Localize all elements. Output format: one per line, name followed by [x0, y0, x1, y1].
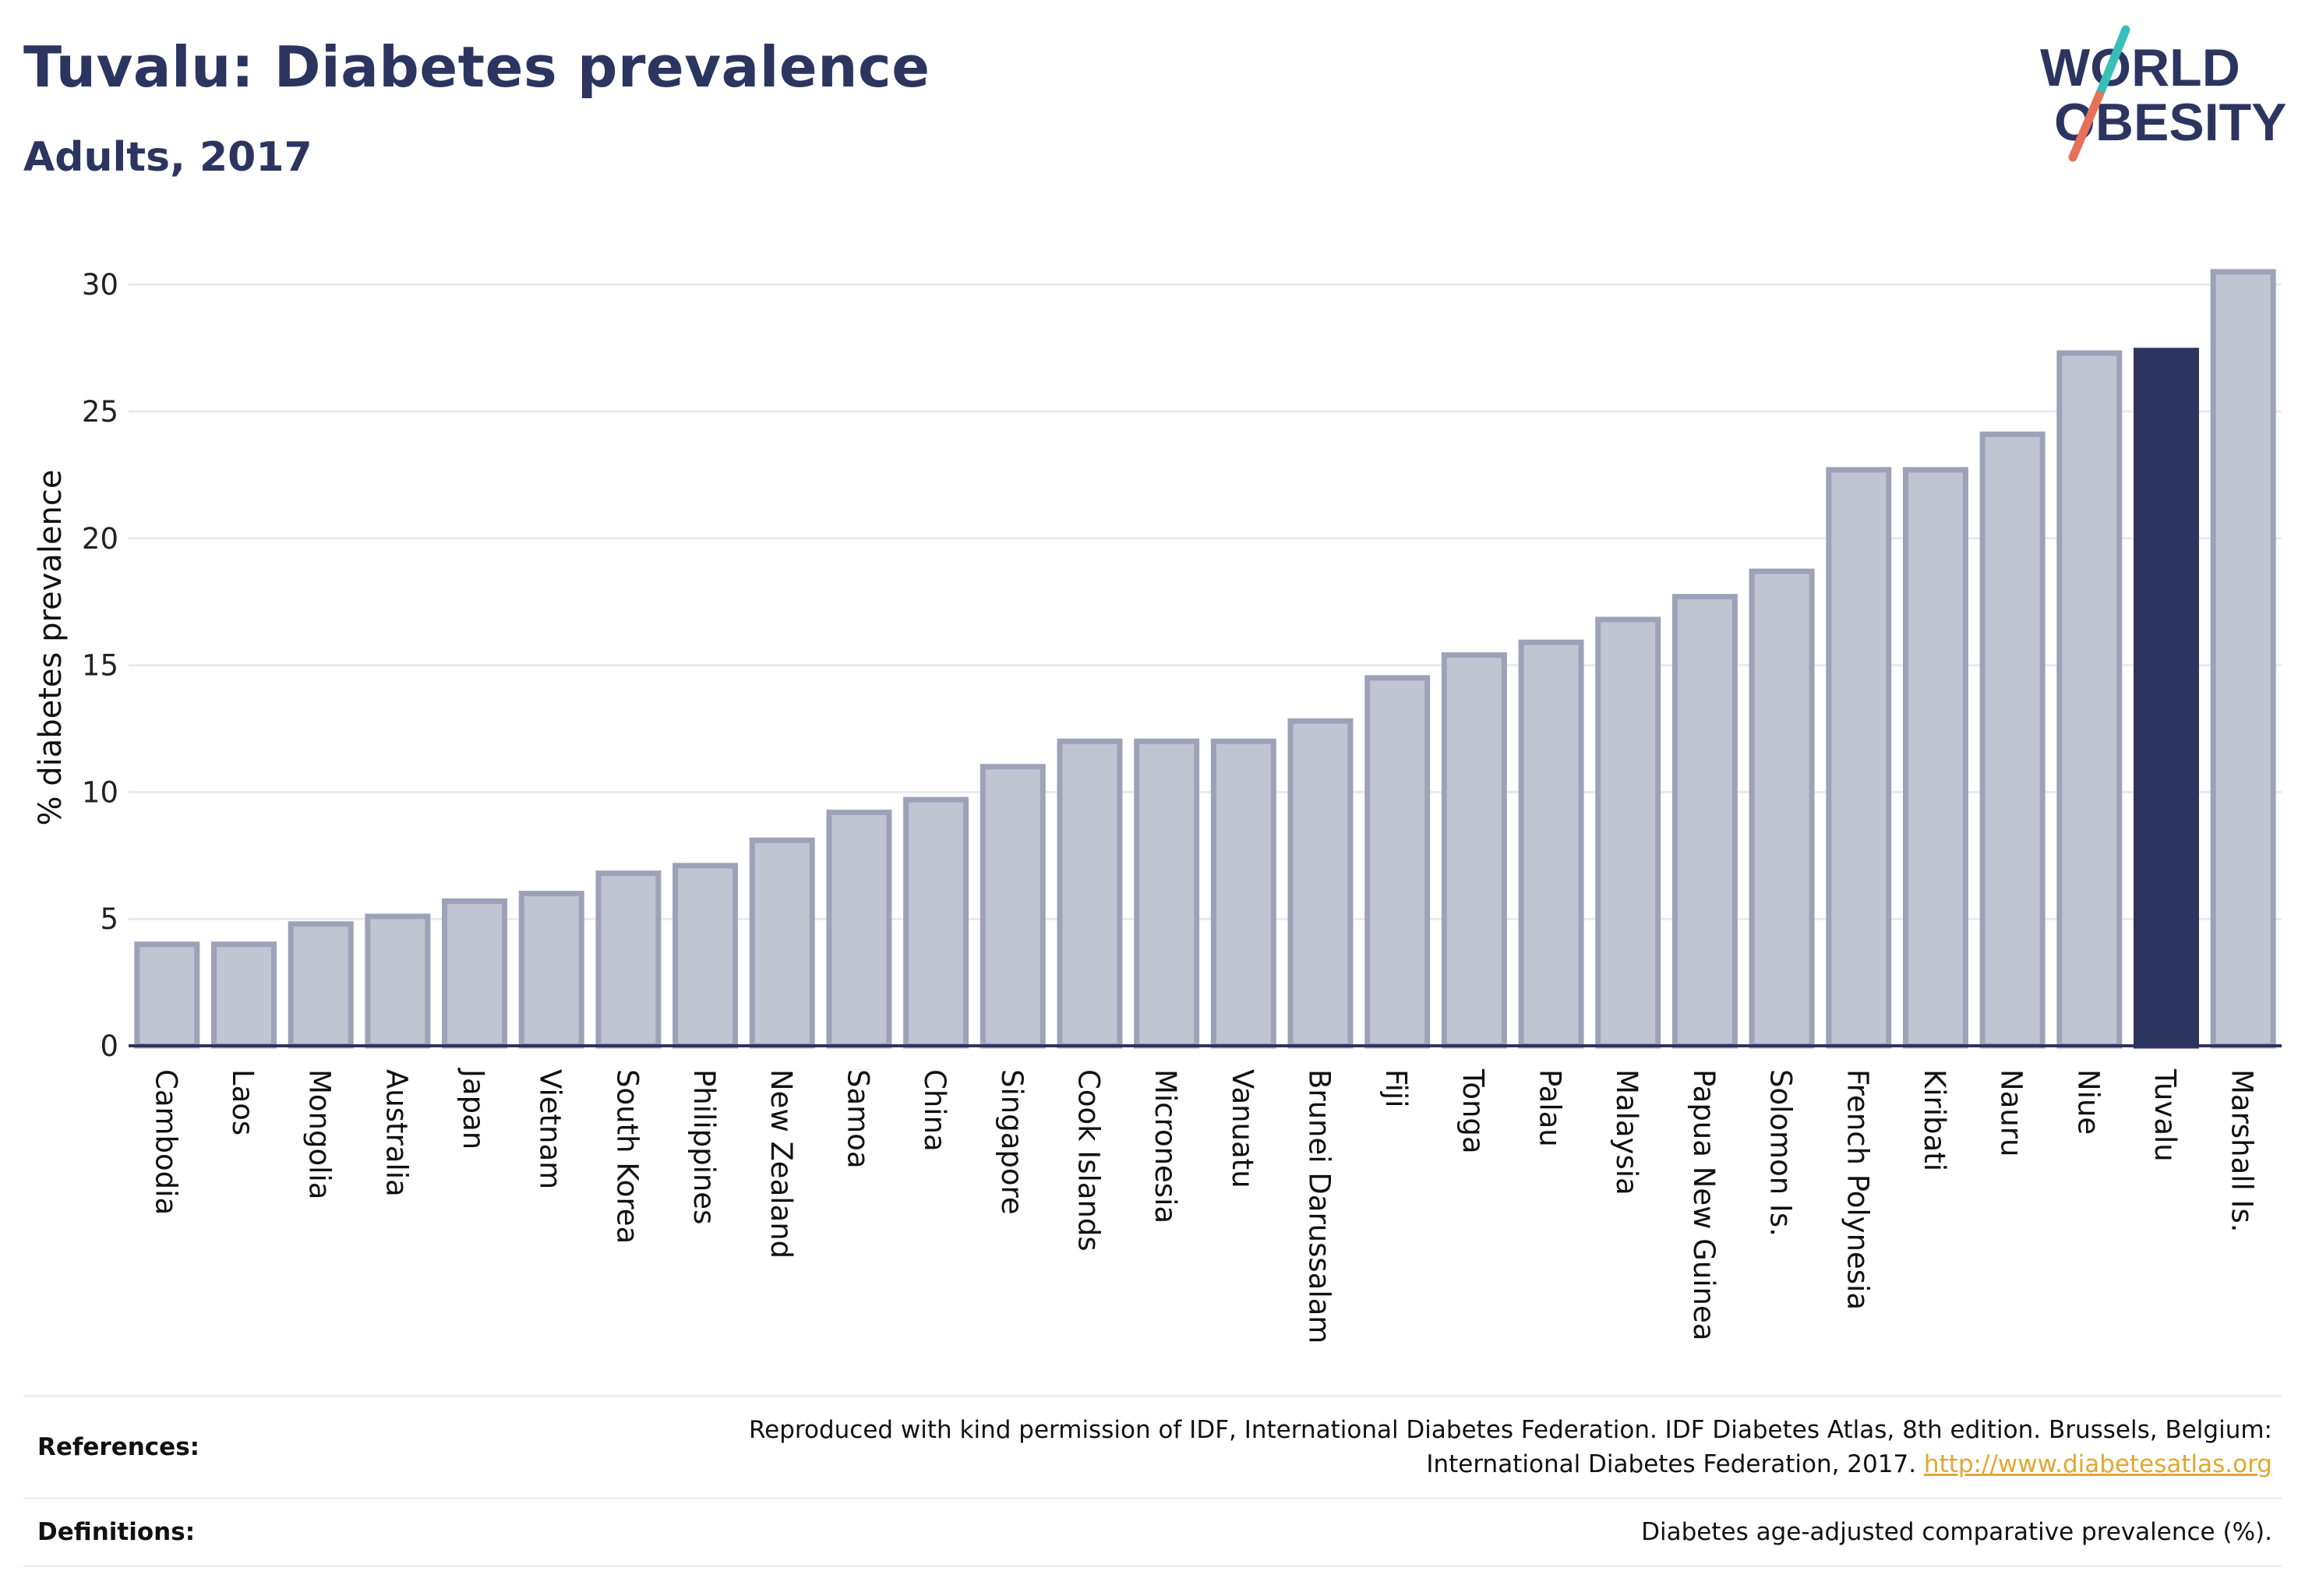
bar — [1134, 738, 1200, 1049]
x-tick-label: Palau — [1534, 1069, 1567, 1147]
y-tick-label: 30 — [82, 268, 118, 302]
diabetes-atlas-link[interactable]: http://www.diabetesatlas.org — [1923, 1450, 2272, 1478]
chart-svg: 0 5 10 15 20 25 30 % diabetes prevalence Cambodi… — [33, 268, 2282, 1344]
references-label: References: — [37, 1433, 200, 1461]
logo-slash-bottom — [2068, 90, 2104, 162]
bar — [134, 941, 200, 1049]
definitions-text: Diabetes age-adjusted comparative preval… — [1641, 1518, 2272, 1546]
x-tick-label: Fiji — [1379, 1069, 1413, 1107]
y-tick-label: 5 — [100, 902, 118, 936]
x-tick-label: Japan — [457, 1068, 490, 1149]
x-tick-label: Tonga — [1456, 1068, 1490, 1154]
x-tick-label: Cook Islands — [1071, 1069, 1105, 1252]
x-tick-label: Micronesia — [1149, 1069, 1182, 1223]
x-tick-label: Brunei Darussalam — [1303, 1069, 1336, 1344]
x-tick-label: Vietnam — [534, 1069, 567, 1189]
bar — [1749, 568, 1815, 1049]
bar — [1826, 467, 1892, 1049]
x-tick-label: Malaysia — [1610, 1069, 1643, 1195]
bar — [1364, 675, 1431, 1049]
x-tick-label: Marshall Is. — [2226, 1069, 2259, 1232]
y-tick-label: 25 — [82, 395, 118, 429]
bar — [1210, 738, 1276, 1049]
references-line1: Reproduced with kind permission of IDF, … — [749, 1416, 2272, 1444]
bar — [1441, 652, 1507, 1049]
bar — [2056, 350, 2123, 1049]
bar — [1518, 639, 1584, 1049]
bar — [1057, 738, 1123, 1049]
logo-slash-top — [2095, 25, 2130, 100]
y-tick-label: 10 — [82, 775, 118, 809]
x-tick-label: Tuvalu — [2148, 1068, 2182, 1162]
bar — [1595, 616, 1661, 1049]
bar — [749, 837, 815, 1049]
x-tick-label: Vanuatu — [1226, 1069, 1259, 1188]
bar — [826, 809, 892, 1049]
page-subtitle: Adults, 2017 — [23, 134, 312, 181]
bar — [211, 941, 277, 1049]
x-tick-label: Solomon Is. — [1764, 1069, 1798, 1237]
y-axis-label: % diabetes prevalence — [33, 469, 69, 825]
bar — [595, 870, 662, 1049]
bar-chart: 0 5 10 15 20 25 30 % diabetes prevalence Cambodi… — [33, 268, 2282, 1344]
bar — [288, 921, 354, 1049]
footer: References: Reproduced with kind permiss… — [23, 1395, 2282, 1567]
x-tick-label: Cambodia — [149, 1069, 182, 1215]
x-tick-label: Australia — [379, 1069, 413, 1197]
x-tick-label: Samoa — [841, 1069, 874, 1169]
x-tick-label: Philippines — [687, 1069, 721, 1224]
x-tick-label: Laos — [226, 1069, 259, 1135]
bar — [1671, 594, 1738, 1049]
bar — [980, 764, 1046, 1049]
definitions-label: Definitions: — [37, 1518, 196, 1546]
references-line2: International Diabetes Federation, 2017. — [1426, 1450, 1917, 1478]
x-tick-label: Mongolia — [303, 1069, 337, 1199]
x-tick-label: Singapore — [995, 1069, 1029, 1215]
x-tick-label: Niue — [2071, 1069, 2105, 1135]
bar — [1287, 718, 1354, 1049]
x-tick-label: Nauru — [1995, 1069, 2028, 1156]
bar — [518, 891, 584, 1049]
bar — [365, 913, 431, 1049]
page-title: Tuvalu: Diabetes prevalence — [23, 34, 930, 100]
x-tick-label: French Polynesia — [1841, 1069, 1874, 1310]
definitions-row: Definitions: Diabetes age-adjusted compa… — [23, 1497, 2282, 1567]
bar — [1902, 467, 1968, 1049]
x-tick-label: China — [918, 1069, 951, 1152]
y-tick-label: 20 — [82, 522, 118, 556]
bar — [1979, 431, 2046, 1049]
references-text: Reproduced with kind permission of IDF, … — [729, 1413, 2272, 1481]
x-tick-label: New Zealand — [764, 1069, 798, 1259]
x-tick-label: Kiribati — [1918, 1069, 1951, 1171]
bar — [2210, 269, 2276, 1049]
world-obesity-logo: WORLD OBESITY — [2040, 25, 2287, 162]
x-tick-label: Papua New Guinea — [1687, 1069, 1721, 1340]
y-tick-label: 15 — [82, 649, 118, 683]
bar — [2133, 348, 2199, 1049]
bar — [903, 796, 969, 1049]
bar — [442, 898, 508, 1049]
y-tick-label: 0 — [100, 1029, 118, 1063]
bar — [672, 863, 739, 1049]
references-row: References: Reproduced with kind permiss… — [23, 1395, 2282, 1497]
logo-text-world: WORLD — [2040, 38, 2240, 97]
x-tick-label: South Korea — [610, 1069, 644, 1244]
